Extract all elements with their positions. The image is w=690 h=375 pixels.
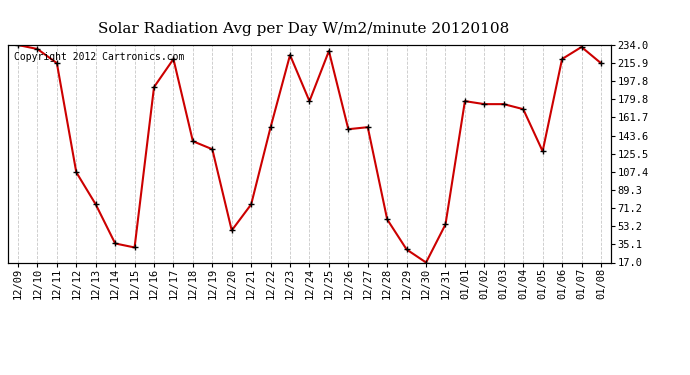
Text: Copyright 2012 Cartronics.com: Copyright 2012 Cartronics.com	[14, 51, 185, 62]
Text: Solar Radiation Avg per Day W/m2/minute 20120108: Solar Radiation Avg per Day W/m2/minute …	[98, 22, 509, 36]
